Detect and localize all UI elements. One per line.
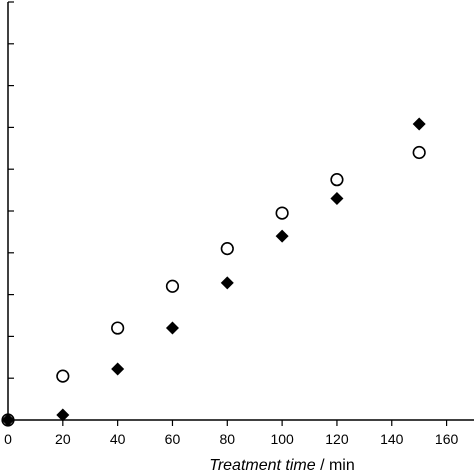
- series-2: [1, 117, 426, 427]
- x-tick-label: 20: [55, 431, 71, 447]
- x-axis-tick-labels: 0 20 40 60 80 100 120 140 160: [4, 431, 458, 447]
- x-tick-label: 60: [165, 431, 181, 447]
- filled-diamond-point: [1, 413, 15, 427]
- filled-diamond-point: [275, 229, 289, 243]
- filled-diamond-point: [330, 191, 344, 205]
- open-circle-point: [220, 242, 234, 256]
- filled-diamond-point: [165, 321, 179, 335]
- x-tick-label: 160: [435, 431, 459, 447]
- x-tick-label: 120: [325, 431, 349, 447]
- axes: [7, 2, 474, 421]
- x-tick-label: 140: [380, 431, 404, 447]
- filled-diamond-point: [412, 117, 426, 131]
- x-axis-label: Treatment time / min: [209, 457, 355, 474]
- x-axis-ticks: [7, 420, 448, 426]
- open-circle-point: [111, 321, 125, 335]
- x-axis-label-name: Treatment time: [209, 457, 316, 474]
- series-1: [1, 145, 426, 427]
- x-tick-label: 40: [110, 431, 126, 447]
- open-circle-point: [56, 369, 70, 383]
- filled-diamond-point: [220, 276, 234, 290]
- open-circle-point: [275, 206, 289, 220]
- open-circle-point: [330, 173, 344, 187]
- filled-diamond-point: [56, 408, 70, 422]
- x-axis-label-unit: / min: [316, 457, 355, 474]
- open-circle-point: [412, 145, 426, 160]
- x-tick-label: 80: [220, 431, 236, 447]
- filled-diamond-point: [111, 362, 125, 376]
- data-series: [1, 117, 426, 427]
- x-tick-label: 100: [270, 431, 294, 447]
- open-circle-point: [165, 279, 180, 293]
- x-tick-label: 0: [4, 431, 12, 447]
- y-axis-ticks: [8, 1, 14, 421]
